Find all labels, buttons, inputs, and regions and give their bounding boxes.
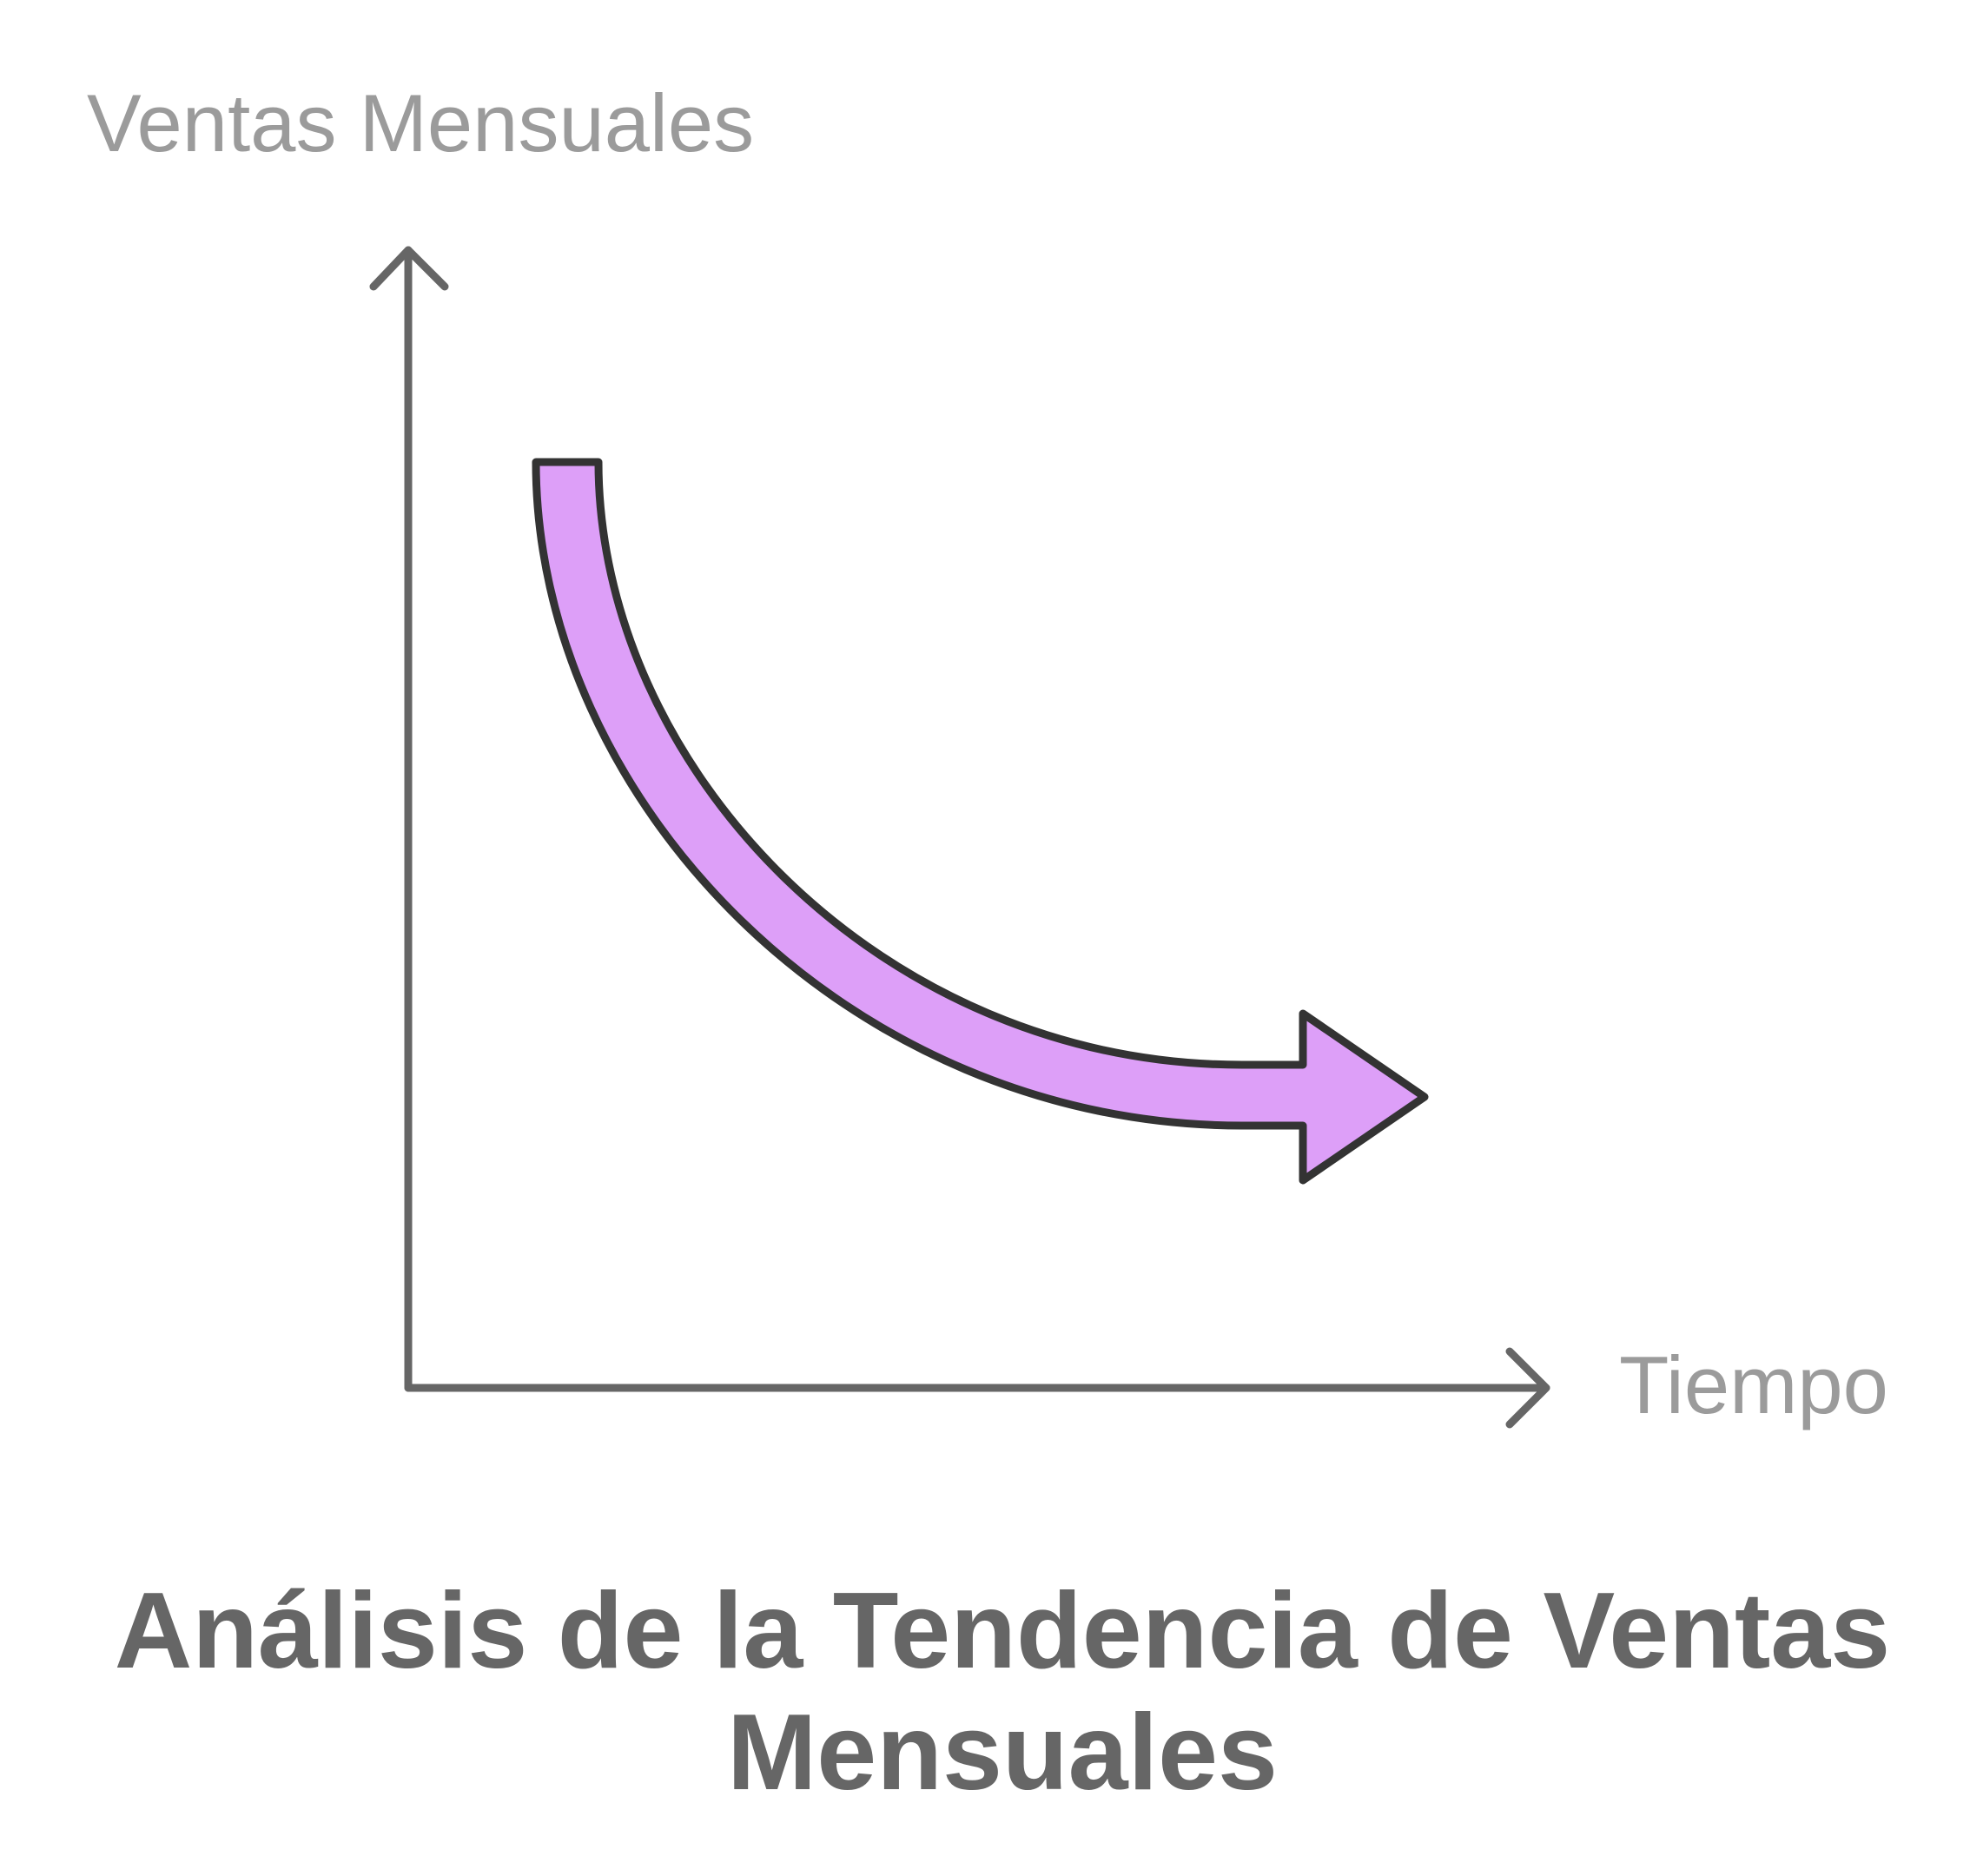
y-axis-arrowhead-icon xyxy=(369,246,449,291)
x-axis-label: Tiempo xyxy=(1619,1339,1888,1430)
x-axis-arrowhead-icon xyxy=(1505,1347,1550,1429)
x-axis xyxy=(404,1347,1550,1429)
title-line-2: Mensuales xyxy=(726,1693,1279,1813)
y-axis xyxy=(369,246,449,1392)
title-line-1: Análisis de la Tendencia de Ventas xyxy=(114,1571,1891,1691)
downward-trend-arrow-icon xyxy=(532,458,1429,1185)
y-axis-label: Ventas Mensuales xyxy=(87,77,754,168)
diagram-title: Análisis de la Tendencia de Ventas Mensu… xyxy=(0,1570,1970,1813)
